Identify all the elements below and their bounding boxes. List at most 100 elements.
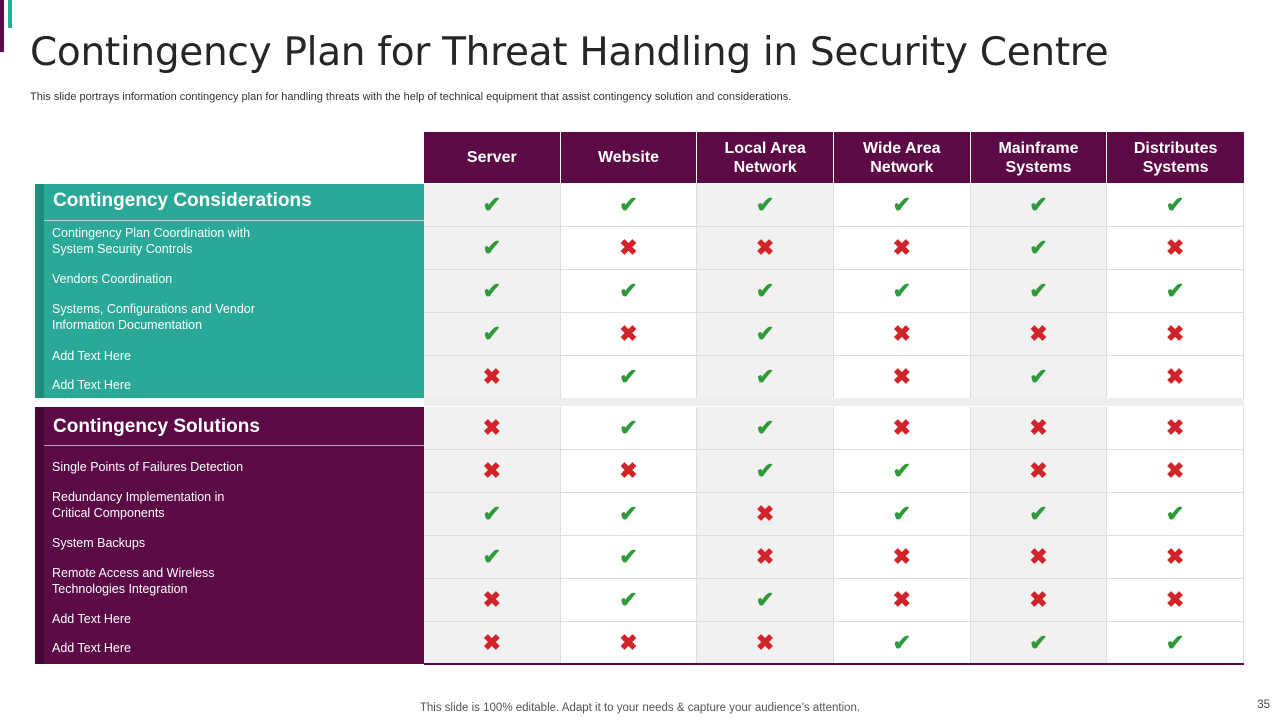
table-cell: ✔ — [424, 227, 561, 269]
table-cell: ✔ — [1107, 622, 1244, 664]
table-cell: ✖ — [424, 356, 561, 398]
cross-icon: ✖ — [1165, 321, 1185, 346]
column-header-server: Server — [424, 132, 561, 183]
check-icon: ✔ — [619, 192, 638, 217]
consideration-item: Add Text Here — [52, 349, 131, 363]
section-gap — [424, 398, 1244, 406]
table-cell: ✔ — [560, 493, 698, 535]
solution-item: System Backups — [52, 536, 146, 550]
considerations-panel — [35, 184, 424, 398]
table-cell: ✖ — [424, 450, 561, 492]
cross-icon: ✖ — [1165, 587, 1185, 612]
column-header-wan: Wide Area Network — [833, 132, 971, 183]
accent-bar-teal — [8, 0, 12, 28]
check-icon: ✔ — [482, 544, 502, 569]
check-icon: ✔ — [892, 501, 912, 526]
cross-icon: ✖ — [755, 544, 775, 569]
consideration-item: Systems, Configurations and Vendor Infor… — [52, 302, 255, 332]
accent-bar — [0, 0, 4, 52]
check-icon: ✔ — [482, 192, 502, 217]
table-cell: ✔ — [424, 313, 561, 355]
table-cell: ✖ — [833, 536, 971, 578]
considerations-panel-edge — [35, 184, 44, 398]
table-row: ✔ ✔ ✖ ✖ ✖ ✖ — [424, 536, 1244, 579]
table-row: ✔ ✔ ✔ ✔ ✔ ✔ — [424, 270, 1244, 313]
cross-icon: ✖ — [1029, 458, 1048, 483]
cross-icon: ✖ — [482, 587, 502, 612]
check-icon: ✔ — [1165, 501, 1185, 526]
table-cell: ✔ — [560, 356, 698, 398]
considerations-grid: ✔ ✔ ✔ ✔ ✔ ✔ ✔ ✖ ✖ ✖ ✔ ✖ ✔ ✔ ✔ ✔ ✔ ✔ ✔ ✖ ✔ ✖ ✖ ✖ ✖ ✔ ✔ ✖ ✔ ✖ — [424, 184, 1244, 399]
table-cell: ✔ — [970, 270, 1108, 312]
check-icon: ✔ — [619, 278, 638, 303]
cross-icon: ✖ — [1165, 235, 1185, 260]
solution-item: Remote Access and Wireless Technologies … — [52, 566, 215, 596]
check-icon: ✔ — [755, 278, 775, 303]
check-icon: ✔ — [482, 235, 502, 260]
table-cell: ✖ — [424, 407, 561, 449]
table-cell: ✔ — [697, 407, 834, 449]
table-cell: ✔ — [697, 270, 834, 312]
solution-item: Single Points of Failures Detection — [52, 460, 244, 474]
footer-note: This slide is 100% editable. Adapt it to… — [419, 702, 861, 714]
cross-icon: ✖ — [619, 458, 638, 483]
check-icon: ✔ — [755, 321, 775, 346]
table-cell: ✔ — [424, 184, 561, 226]
table-cell: ✔ — [970, 184, 1108, 226]
table-cell: ✖ — [970, 407, 1108, 449]
table-cell: ✖ — [560, 622, 698, 664]
page-subtitle: This slide portrays information continge… — [30, 91, 792, 103]
table-cell: ✔ — [1107, 493, 1244, 535]
table-cell: ✖ — [833, 356, 971, 398]
cross-icon: ✖ — [1029, 544, 1048, 569]
cross-icon: ✖ — [1029, 587, 1048, 612]
page-title: Contingency Plan for Threat Handling in … — [30, 30, 1109, 75]
table-cell: ✔ — [424, 270, 561, 312]
solution-item: Add Text Here — [52, 641, 131, 655]
table-cell: ✔ — [697, 450, 834, 492]
table-row: ✔ ✖ ✔ ✖ ✖ ✖ — [424, 313, 1244, 356]
cross-icon: ✖ — [755, 235, 775, 260]
table-cell: ✖ — [560, 227, 698, 269]
table-row: ✖ ✔ ✔ ✖ ✖ ✖ — [424, 407, 1244, 450]
table-cell: ✔ — [424, 493, 561, 535]
table-cell: ✔ — [697, 356, 834, 398]
cross-icon: ✖ — [892, 364, 912, 389]
table-row: ✖ ✔ ✔ ✖ ✖ ✖ — [424, 579, 1244, 622]
table-cell: ✔ — [1107, 270, 1244, 312]
cross-icon: ✖ — [1029, 321, 1048, 346]
cross-icon: ✖ — [482, 415, 502, 440]
table-cell: ✖ — [560, 313, 698, 355]
cross-icon: ✖ — [892, 587, 912, 612]
check-icon: ✔ — [619, 587, 638, 612]
considerations-divider — [44, 220, 424, 221]
cross-icon: ✖ — [892, 415, 912, 440]
table-cell: ✖ — [424, 579, 561, 621]
check-icon: ✔ — [755, 415, 775, 440]
table-cell: ✔ — [560, 579, 698, 621]
check-icon: ✔ — [892, 192, 912, 217]
solutions-panel-edge — [35, 407, 44, 664]
solution-item: Redundancy Implementation in Critical Co… — [52, 490, 225, 520]
check-icon: ✔ — [1029, 192, 1048, 217]
table-cell: ✖ — [424, 622, 561, 664]
check-icon: ✔ — [1029, 630, 1048, 655]
table-cell: ✔ — [560, 184, 698, 226]
table-cell: ✖ — [970, 579, 1108, 621]
check-icon: ✔ — [619, 544, 638, 569]
table-cell: ✖ — [970, 313, 1108, 355]
cross-icon: ✖ — [482, 458, 502, 483]
solutions-divider — [44, 445, 424, 446]
table-cell: ✖ — [1107, 579, 1244, 621]
cross-icon: ✖ — [619, 235, 638, 260]
solutions-title: Contingency Solutions — [53, 416, 260, 437]
cross-icon: ✖ — [1165, 544, 1185, 569]
cross-icon: ✖ — [892, 544, 912, 569]
cross-icon: ✖ — [1029, 415, 1048, 440]
check-icon: ✔ — [892, 630, 912, 655]
check-icon: ✔ — [1029, 364, 1048, 389]
table-cell: ✔ — [833, 184, 971, 226]
cross-icon: ✖ — [892, 321, 912, 346]
page-number: 35 — [1257, 699, 1270, 711]
solution-item: Add Text Here — [52, 612, 131, 626]
